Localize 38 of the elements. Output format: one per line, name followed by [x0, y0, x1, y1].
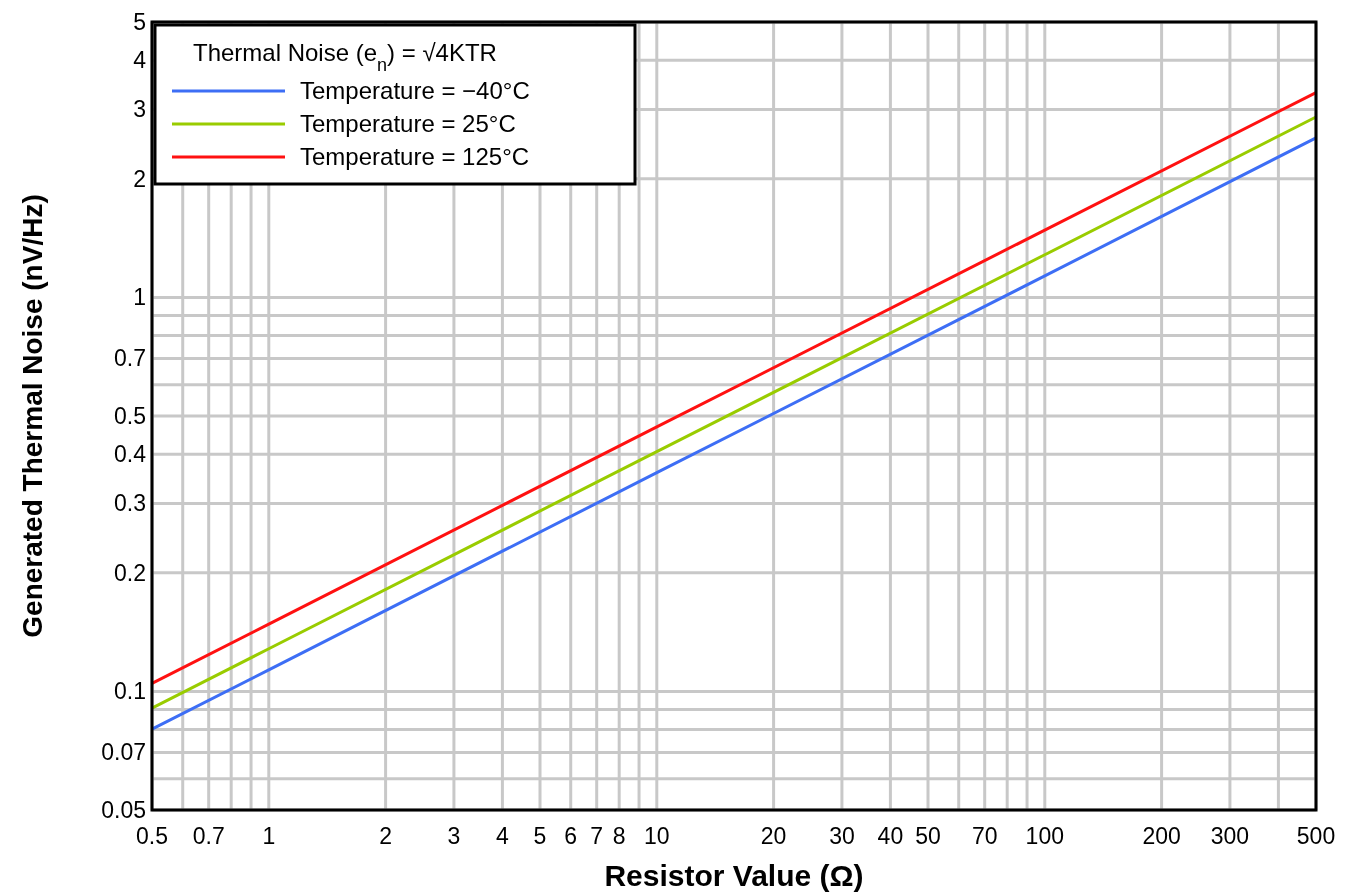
y-tick-label: 0.3	[114, 490, 146, 517]
x-tick-label: 40	[877, 823, 904, 849]
x-tick-label: 3	[447, 823, 461, 849]
y-tick-label: 0.05	[101, 797, 146, 823]
legend-label: Temperature = −40°C	[300, 77, 530, 104]
y-tick-label: 0.07	[101, 739, 146, 766]
x-tick-label: 500	[1296, 823, 1336, 849]
x-tick-label: 30	[829, 823, 855, 849]
y-tick-label: 0.4	[114, 441, 147, 468]
y-tick-label: 3	[133, 96, 146, 123]
x-tick-label: 300	[1210, 823, 1250, 849]
x-axis-title: Resistor Value (Ω)	[604, 859, 864, 892]
x-tick-label: 8	[612, 823, 626, 849]
x-tick-label: 100	[1025, 823, 1064, 849]
x-tick-label: 2	[379, 823, 392, 849]
legend-title: Thermal Noise (e$_{n}$) = √4KTR	[193, 39, 497, 75]
y-axis-title: Generated Thermal Noise (nV/Hz)	[17, 194, 48, 638]
legend-label: Temperature = 25°C	[300, 110, 516, 137]
y-tick-label: 1	[133, 284, 146, 311]
x-tick-label: 10	[644, 823, 670, 849]
y-tick-label: 5	[133, 9, 146, 35]
legend-label: Temperature = 125°C	[300, 143, 530, 170]
x-tick-label: 70	[971, 823, 998, 849]
x-tick-label: 5	[533, 823, 547, 849]
y-tick-label: 0.7	[114, 345, 146, 372]
y-tick-label: 0.5	[114, 403, 146, 429]
y-tick-label: 0.2	[114, 559, 146, 586]
x-tick-label: 200	[1142, 823, 1181, 849]
x-tick-label: 1	[262, 823, 276, 849]
x-tick-label: 50	[915, 823, 941, 849]
y-tick-label: 0.1	[114, 678, 146, 705]
x-tick-label: 20	[760, 823, 787, 849]
y-tick-label: 4	[133, 47, 147, 74]
x-tick-label: 7	[590, 823, 604, 849]
x-tick-label: 4	[496, 823, 509, 849]
y-tick-label: 2	[133, 165, 146, 192]
x-tick-label: 6	[564, 823, 578, 849]
x-tick-label: 0.7	[192, 823, 225, 849]
